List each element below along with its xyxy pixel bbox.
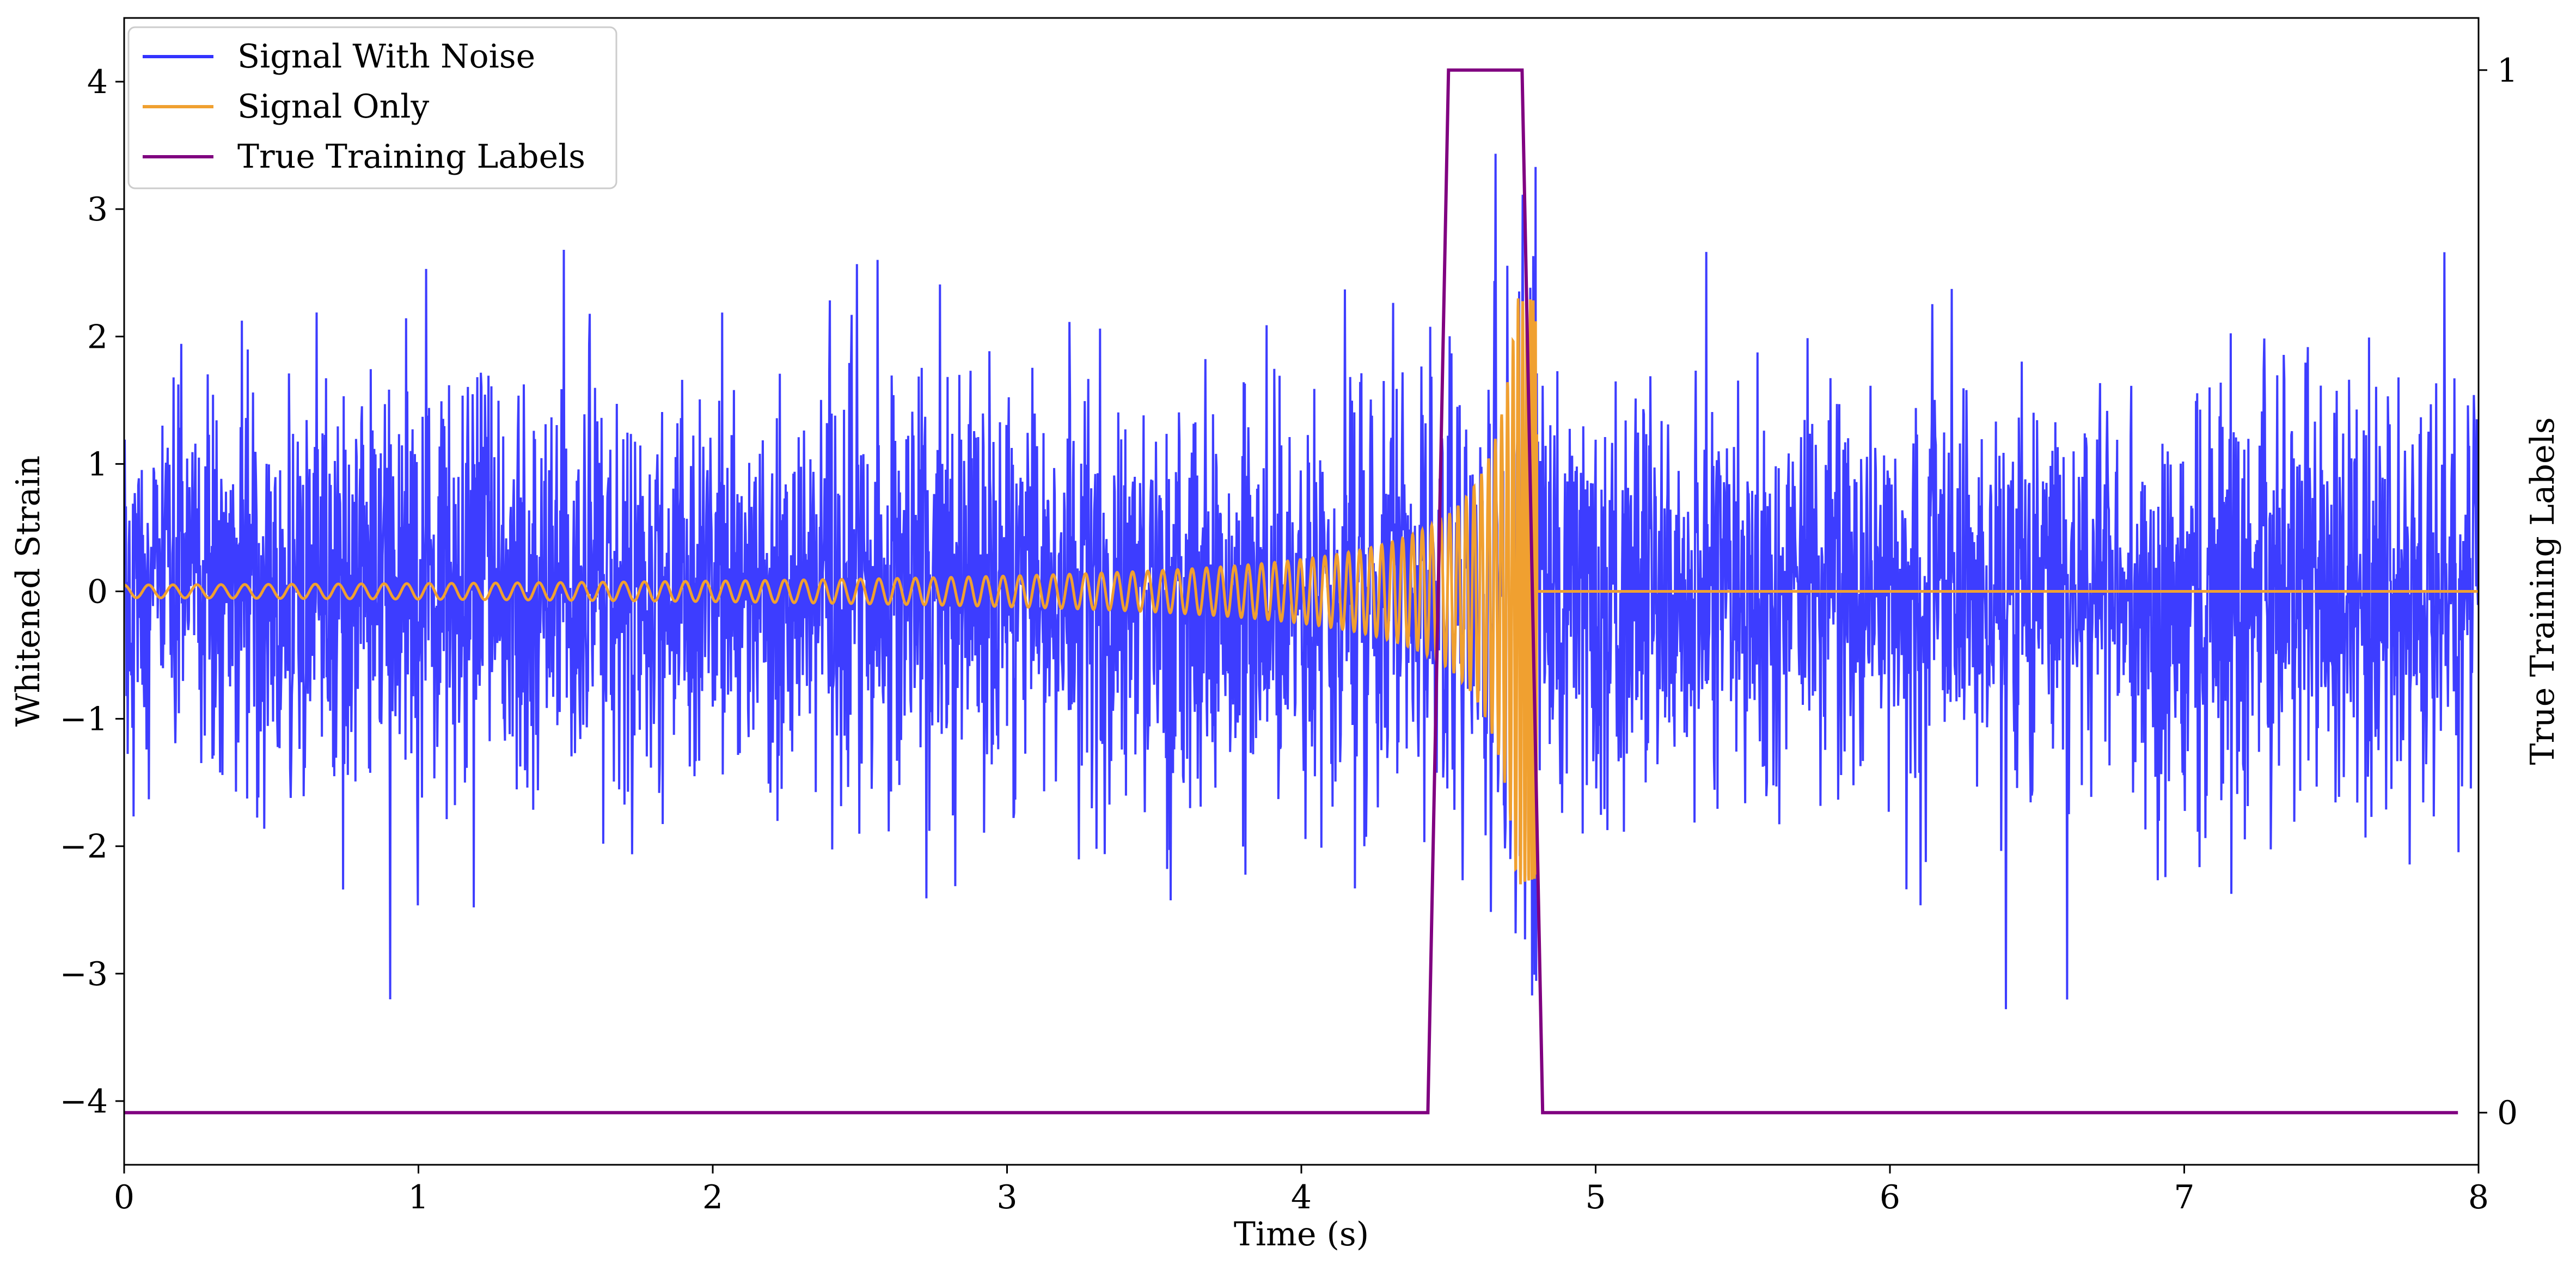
y-tick-label-right: 0 (2497, 1094, 2518, 1132)
y-tick-label-left: 1 (87, 445, 108, 483)
y-tick-label-left: −1 (60, 700, 108, 739)
legend-label-true-training-labels: True Training Labels (237, 138, 585, 176)
y-axis-right: 01 (2479, 52, 2518, 1132)
y-tick-label-left: −4 (60, 1083, 108, 1121)
legend: Signal With Noise Signal Only True Train… (127, 26, 617, 189)
x-axis: 0 1 2 3 4 5 6 7 8 (114, 1165, 2489, 1216)
x-tick-label: 2 (702, 1178, 723, 1216)
x-tick-label: 1 (408, 1178, 429, 1216)
x-tick-label: 3 (996, 1178, 1017, 1216)
y-axis-label-right: True Training Labels (2524, 417, 2562, 765)
y-tick-label-left: 0 (87, 573, 108, 611)
x-tick-label: 7 (2174, 1178, 2194, 1216)
x-tick-label: 0 (114, 1178, 134, 1216)
legend-label-signal-only: Signal Only (237, 88, 429, 126)
y-axis-label-left: Whitened Strain (9, 456, 47, 727)
series-line-signal-only (124, 298, 2479, 884)
y-tick-label-left: −3 (60, 955, 108, 993)
y-tick-label-right: 1 (2497, 52, 2518, 90)
series-layer (124, 68, 2479, 1115)
legend-box (127, 26, 617, 189)
x-tick-label: 6 (1880, 1178, 1900, 1216)
y-tick-label-left: −2 (60, 828, 108, 866)
y-axis-left: −4 −3 −2 −1 0 1 2 3 4 (60, 63, 124, 1121)
y-tick-label-left: 2 (87, 318, 108, 356)
y-tick-label-left: 4 (87, 63, 108, 101)
y-tick-label-left: 3 (87, 191, 108, 229)
series-line-true-training-labels (124, 68, 2458, 1115)
x-tick-label: 8 (2468, 1178, 2489, 1216)
legend-label-signal-with-noise: Signal With Noise (237, 38, 535, 76)
x-tick-label: 4 (1291, 1178, 1312, 1216)
x-tick-label: 5 (1585, 1178, 1606, 1216)
x-axis-label: Time (s) (1234, 1215, 1369, 1253)
